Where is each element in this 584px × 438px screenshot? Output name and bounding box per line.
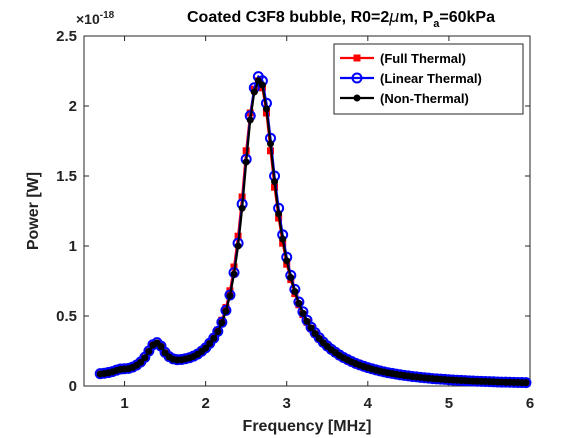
data-point (137, 358, 145, 366)
data-point (157, 343, 165, 351)
legend-label: (Linear Thermal) (380, 71, 482, 86)
data-point (307, 324, 315, 332)
data-point (267, 140, 275, 148)
data-point (311, 330, 319, 337)
y-exponent-prefix: ×10 (76, 11, 100, 27)
data-point (234, 242, 242, 250)
data-point (226, 292, 234, 300)
data-point (218, 319, 226, 327)
series-layer (94, 71, 532, 389)
y-axis-label: Power [W] (25, 172, 42, 250)
y-tick-label: 2 (69, 98, 77, 115)
y-tick-label: 0.5 (56, 308, 77, 325)
legend-label: (Non-Thermal) (380, 91, 469, 106)
data-point (315, 334, 323, 342)
y-tick-label: 1.5 (56, 168, 77, 185)
y-tick-label: 0 (69, 378, 77, 395)
y-exponent-power: -18 (100, 10, 115, 21)
y-axis-exponent: ×10-18 (76, 10, 115, 27)
y-tick-label: 2.5 (56, 28, 77, 45)
data-point (295, 299, 303, 307)
data-point (246, 116, 254, 124)
x-tick-label: 3 (283, 395, 291, 412)
data-point (275, 210, 283, 218)
chart-title: Coated C3F8 bubble, R0=2μm, Pa=60kPa (187, 7, 495, 30)
legend-marker (353, 54, 361, 62)
data-point (283, 257, 291, 265)
series-2 (96, 77, 530, 387)
x-tick-labels: 1 2 3 4 5 6 (120, 395, 534, 412)
y-tick-labels: 0 0.5 1 1.5 2 2.5 (56, 28, 77, 395)
x-tick-label: 4 (364, 395, 373, 412)
x-tick-label: 5 (445, 395, 453, 412)
data-point (303, 317, 311, 325)
data-point (216, 316, 228, 328)
data-point (258, 81, 266, 89)
chart-title-tail: =60kPa (439, 9, 495, 26)
x-tick-label: 6 (526, 395, 534, 412)
data-point (141, 354, 149, 362)
data-point (291, 288, 299, 295)
legend-marker (351, 72, 363, 84)
legend-label: (Full Thermal) (380, 51, 466, 66)
data-point (230, 270, 238, 278)
y-tick-label: 1 (69, 238, 77, 255)
chart-title-after-mu: m, P (399, 9, 433, 26)
data-point (271, 178, 279, 186)
data-point (262, 105, 270, 113)
data-point (145, 347, 153, 355)
x-axis-label: Frequency [MHz] (243, 418, 372, 435)
data-point (161, 349, 169, 357)
legend: (Full Thermal) (Linear Thermal) (Non-Therm… (333, 43, 524, 115)
data-point (242, 158, 250, 166)
data-point (210, 334, 218, 342)
x-tick-label: 2 (201, 395, 209, 412)
data-point (220, 304, 232, 316)
chart-title-subscript: a (433, 18, 440, 30)
chart-title-main: Coated C3F8 bubble, R0=2 (187, 9, 389, 26)
data-point (522, 379, 530, 387)
x-tick-label: 1 (120, 395, 128, 412)
data-point (214, 328, 222, 336)
chart-title-mu: μ (388, 7, 399, 26)
data-point (250, 88, 258, 96)
data-point (279, 235, 287, 243)
data-point (212, 325, 224, 337)
data-point (238, 204, 246, 212)
data-point (202, 344, 210, 352)
data-point (206, 340, 214, 348)
data-point (222, 307, 230, 315)
data-point (254, 77, 262, 85)
data-point (299, 309, 307, 317)
legend-marker (353, 94, 361, 102)
data-point (287, 274, 295, 281)
